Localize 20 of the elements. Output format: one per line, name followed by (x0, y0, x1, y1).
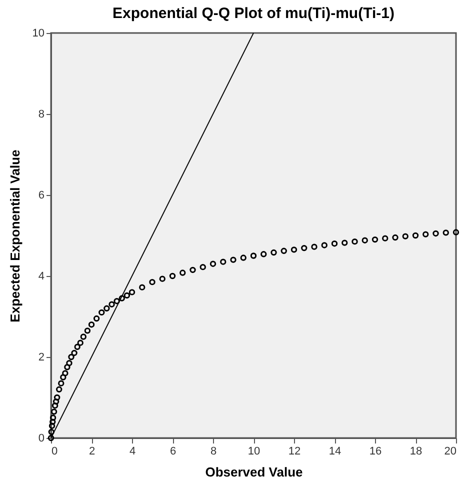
y-tick-label: 0 (38, 432, 44, 444)
x-axis-title: Observed Value (205, 464, 303, 480)
x-tick-label: 2 (88, 446, 96, 458)
x-tick-label: 0 (52, 446, 58, 458)
x-tick-label: 16 (369, 446, 382, 458)
x-tick-label: 20 (444, 446, 456, 458)
x-tick-label: 4 (129, 446, 136, 458)
y-tick-label: 6 (38, 190, 44, 202)
x-tick-label: 8 (210, 446, 217, 458)
y-tick-label: 4 (38, 270, 44, 282)
x-tick-label: 18 (410, 446, 422, 458)
x-tick-label: 10 (248, 446, 260, 458)
x-tick-label: 14 (328, 446, 342, 458)
x-tick-label: 12 (288, 446, 301, 458)
x-tick-label: 6 (170, 446, 176, 458)
y-tick-label: 8 (38, 108, 44, 120)
chart-title: Exponential Q-Q Plot of mu(Ti)-mu(Ti-1) (112, 5, 394, 22)
y-tick-label: 2 (38, 352, 44, 364)
y-axis-title: Expected Exponential Value (7, 150, 22, 322)
y-tick-label: 10 (32, 28, 44, 40)
